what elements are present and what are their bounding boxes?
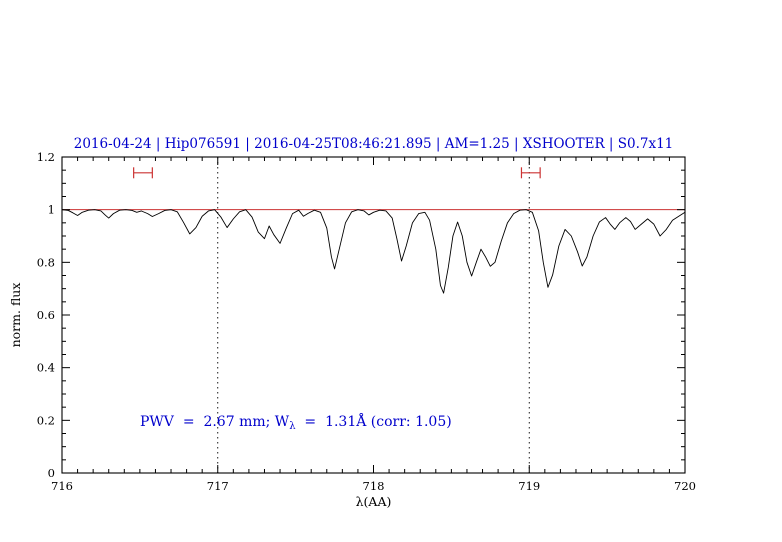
- y-tick-label: 0.2: [37, 413, 55, 427]
- x-axis-label: λ(AA): [356, 494, 392, 509]
- y-tick-label: 0.6: [37, 308, 55, 322]
- x-tick-label: 716: [51, 479, 73, 493]
- y-tick-label: 0: [48, 466, 55, 480]
- plot-title: 2016-04-24 | Hip076591 | 2016-04-25T08:4…: [74, 136, 674, 152]
- pwv-annotation: PWV = 2.67 mm; Wλ = 1.31Å (corr: 1.05): [140, 412, 452, 432]
- spectrum-line: [61, 209, 686, 294]
- spectrum-path: [61, 209, 686, 294]
- x-tick-label: 719: [518, 479, 540, 493]
- pwv-annotation-lambda-subscript: λ: [289, 421, 296, 432]
- pwv-annotation-prefix: PWV = 2.67 mm; W: [140, 414, 290, 430]
- x-tick-label: 718: [363, 479, 385, 493]
- axes-frame-and-ticks: 716 717 718 719 720 0 0.2 0.4 0.6 0.8 1 1.2: [37, 150, 696, 493]
- y-tick-label: 0.8: [37, 255, 55, 269]
- x-tick-label: 717: [207, 479, 229, 493]
- y-tick-label: 0.4: [37, 361, 55, 375]
- band-width-markers: [133, 167, 541, 179]
- y-axis-label: norm. flux: [8, 283, 23, 348]
- pwv-annotation-suffix: = 1.31Å (corr: 1.05): [296, 412, 452, 430]
- x-tick-label: 720: [674, 479, 696, 493]
- y-tick-label: 1.2: [37, 150, 55, 164]
- y-tick-label: 1: [48, 203, 55, 217]
